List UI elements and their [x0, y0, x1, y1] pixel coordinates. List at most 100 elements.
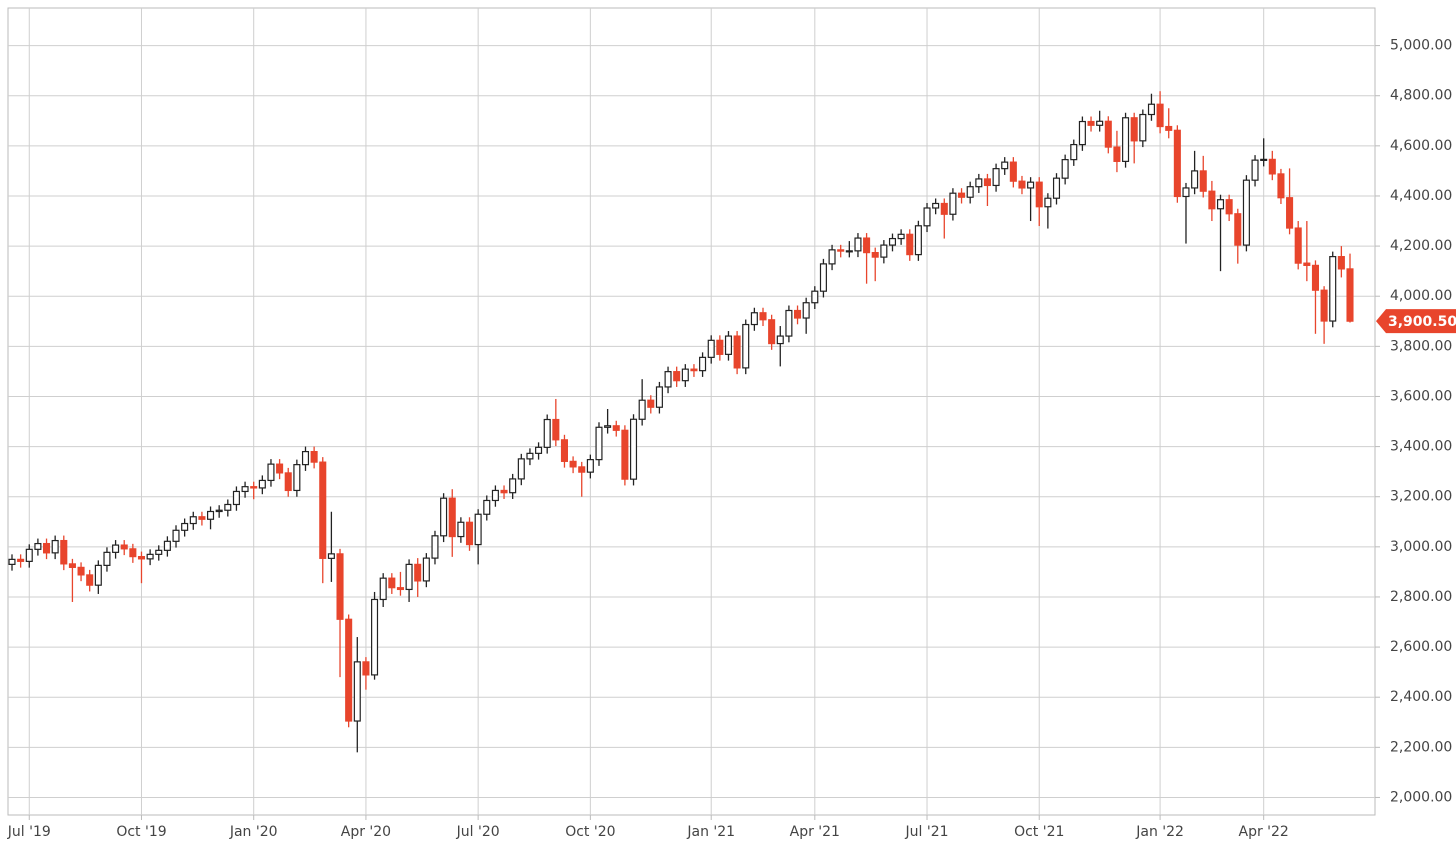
candle-body [923, 207, 931, 227]
candle-body [1191, 170, 1199, 189]
candle-body [888, 237, 897, 246]
x-tick-label: Jul '19 [7, 824, 51, 840]
candle-body [776, 335, 784, 345]
candle-body [379, 577, 387, 601]
candle-body [690, 368, 698, 372]
candle-body [1104, 120, 1112, 148]
y-tick-label: 2,600.00 [1390, 639, 1452, 655]
x-tick-label: Oct '21 [1014, 824, 1064, 840]
x-tick-label: Apr '21 [790, 824, 840, 840]
candle-body [77, 566, 85, 576]
candle-body [906, 233, 914, 256]
candle-body [733, 335, 741, 369]
candle-body [578, 466, 586, 473]
candle-body [241, 486, 249, 493]
candle-body [284, 472, 292, 492]
candle-body [1251, 159, 1259, 181]
candle-body [543, 418, 551, 448]
candle-body [517, 458, 525, 480]
candle-body [1035, 181, 1043, 208]
y-tick-label: 4,400.00 [1390, 188, 1452, 204]
candle-body [86, 574, 94, 586]
candle-body [483, 499, 491, 515]
candle-body [422, 557, 430, 582]
candle-body [586, 459, 594, 473]
candle-body [1173, 129, 1181, 198]
x-tick-label: Oct '20 [565, 824, 615, 840]
x-tick-label: Jan '22 [1135, 824, 1184, 840]
candle-body [396, 587, 404, 591]
candle-body [319, 461, 327, 559]
x-tick-label: Jul '20 [456, 824, 500, 840]
candle-body [940, 202, 948, 215]
candle-body [1268, 158, 1276, 175]
candle-body [759, 312, 767, 321]
candle-body [1329, 256, 1337, 322]
candle-body [17, 558, 25, 562]
candle-body [819, 263, 827, 292]
candle-body [837, 249, 845, 252]
candle-body [431, 535, 439, 559]
candle-body [742, 323, 750, 369]
candle-body [68, 563, 76, 568]
candle-body [1216, 199, 1225, 210]
y-tick-label: 4,000.00 [1390, 288, 1452, 304]
candle-body [336, 553, 344, 620]
candle-body [293, 464, 301, 492]
candle-body [1165, 125, 1173, 131]
candle-body [103, 551, 111, 566]
candle-body [1156, 103, 1164, 128]
candle-body [1260, 158, 1268, 161]
candle-body [112, 544, 120, 553]
candle-body [232, 490, 240, 506]
candle-body [1027, 181, 1035, 189]
y-tick-label: 2,400.00 [1390, 689, 1452, 705]
candle-body [250, 486, 258, 489]
candle-body [1044, 197, 1052, 208]
candle-body [474, 513, 482, 546]
candle-body [1337, 256, 1345, 270]
candle-body [181, 522, 189, 531]
candle-body [526, 452, 534, 460]
y-tick-label: 3,000.00 [1390, 539, 1452, 555]
candle-body [716, 339, 724, 355]
candle-body [1061, 159, 1069, 179]
candle-body [552, 418, 560, 441]
candle-body [560, 439, 568, 462]
y-tick-label: 3,400.00 [1390, 439, 1452, 455]
candle-body [34, 542, 42, 550]
candle-body [681, 368, 689, 382]
candle-body [120, 544, 128, 550]
candle-body [724, 335, 733, 355]
y-tick-label: 2,000.00 [1390, 789, 1452, 805]
candle-body [897, 233, 905, 240]
candle-body [198, 516, 206, 520]
candle-body [966, 186, 974, 198]
candle-body [215, 509, 223, 513]
candle-body [871, 252, 879, 258]
candle-body [863, 237, 871, 254]
candle-body [267, 463, 275, 482]
candle-body [440, 497, 448, 537]
candle-body [491, 489, 499, 502]
candle-body [1052, 177, 1061, 199]
candle-body [673, 371, 681, 382]
candle-body [612, 425, 620, 431]
candle-body [1225, 199, 1233, 215]
candle-body [1122, 117, 1130, 162]
candle-body [327, 553, 335, 559]
candle-body [448, 497, 456, 538]
candle-body [163, 540, 171, 551]
candle-body [1113, 146, 1121, 162]
candle-body [457, 521, 465, 538]
candle-body [129, 548, 137, 558]
candle-body [1001, 161, 1009, 170]
candle-body [1070, 143, 1078, 161]
candle-body [707, 339, 715, 358]
candle-body [189, 516, 197, 525]
candle-body [1303, 262, 1311, 266]
candle-body [992, 168, 1000, 187]
candle-body [1208, 190, 1216, 210]
last-price-label: 3,900.50 [1388, 314, 1456, 330]
